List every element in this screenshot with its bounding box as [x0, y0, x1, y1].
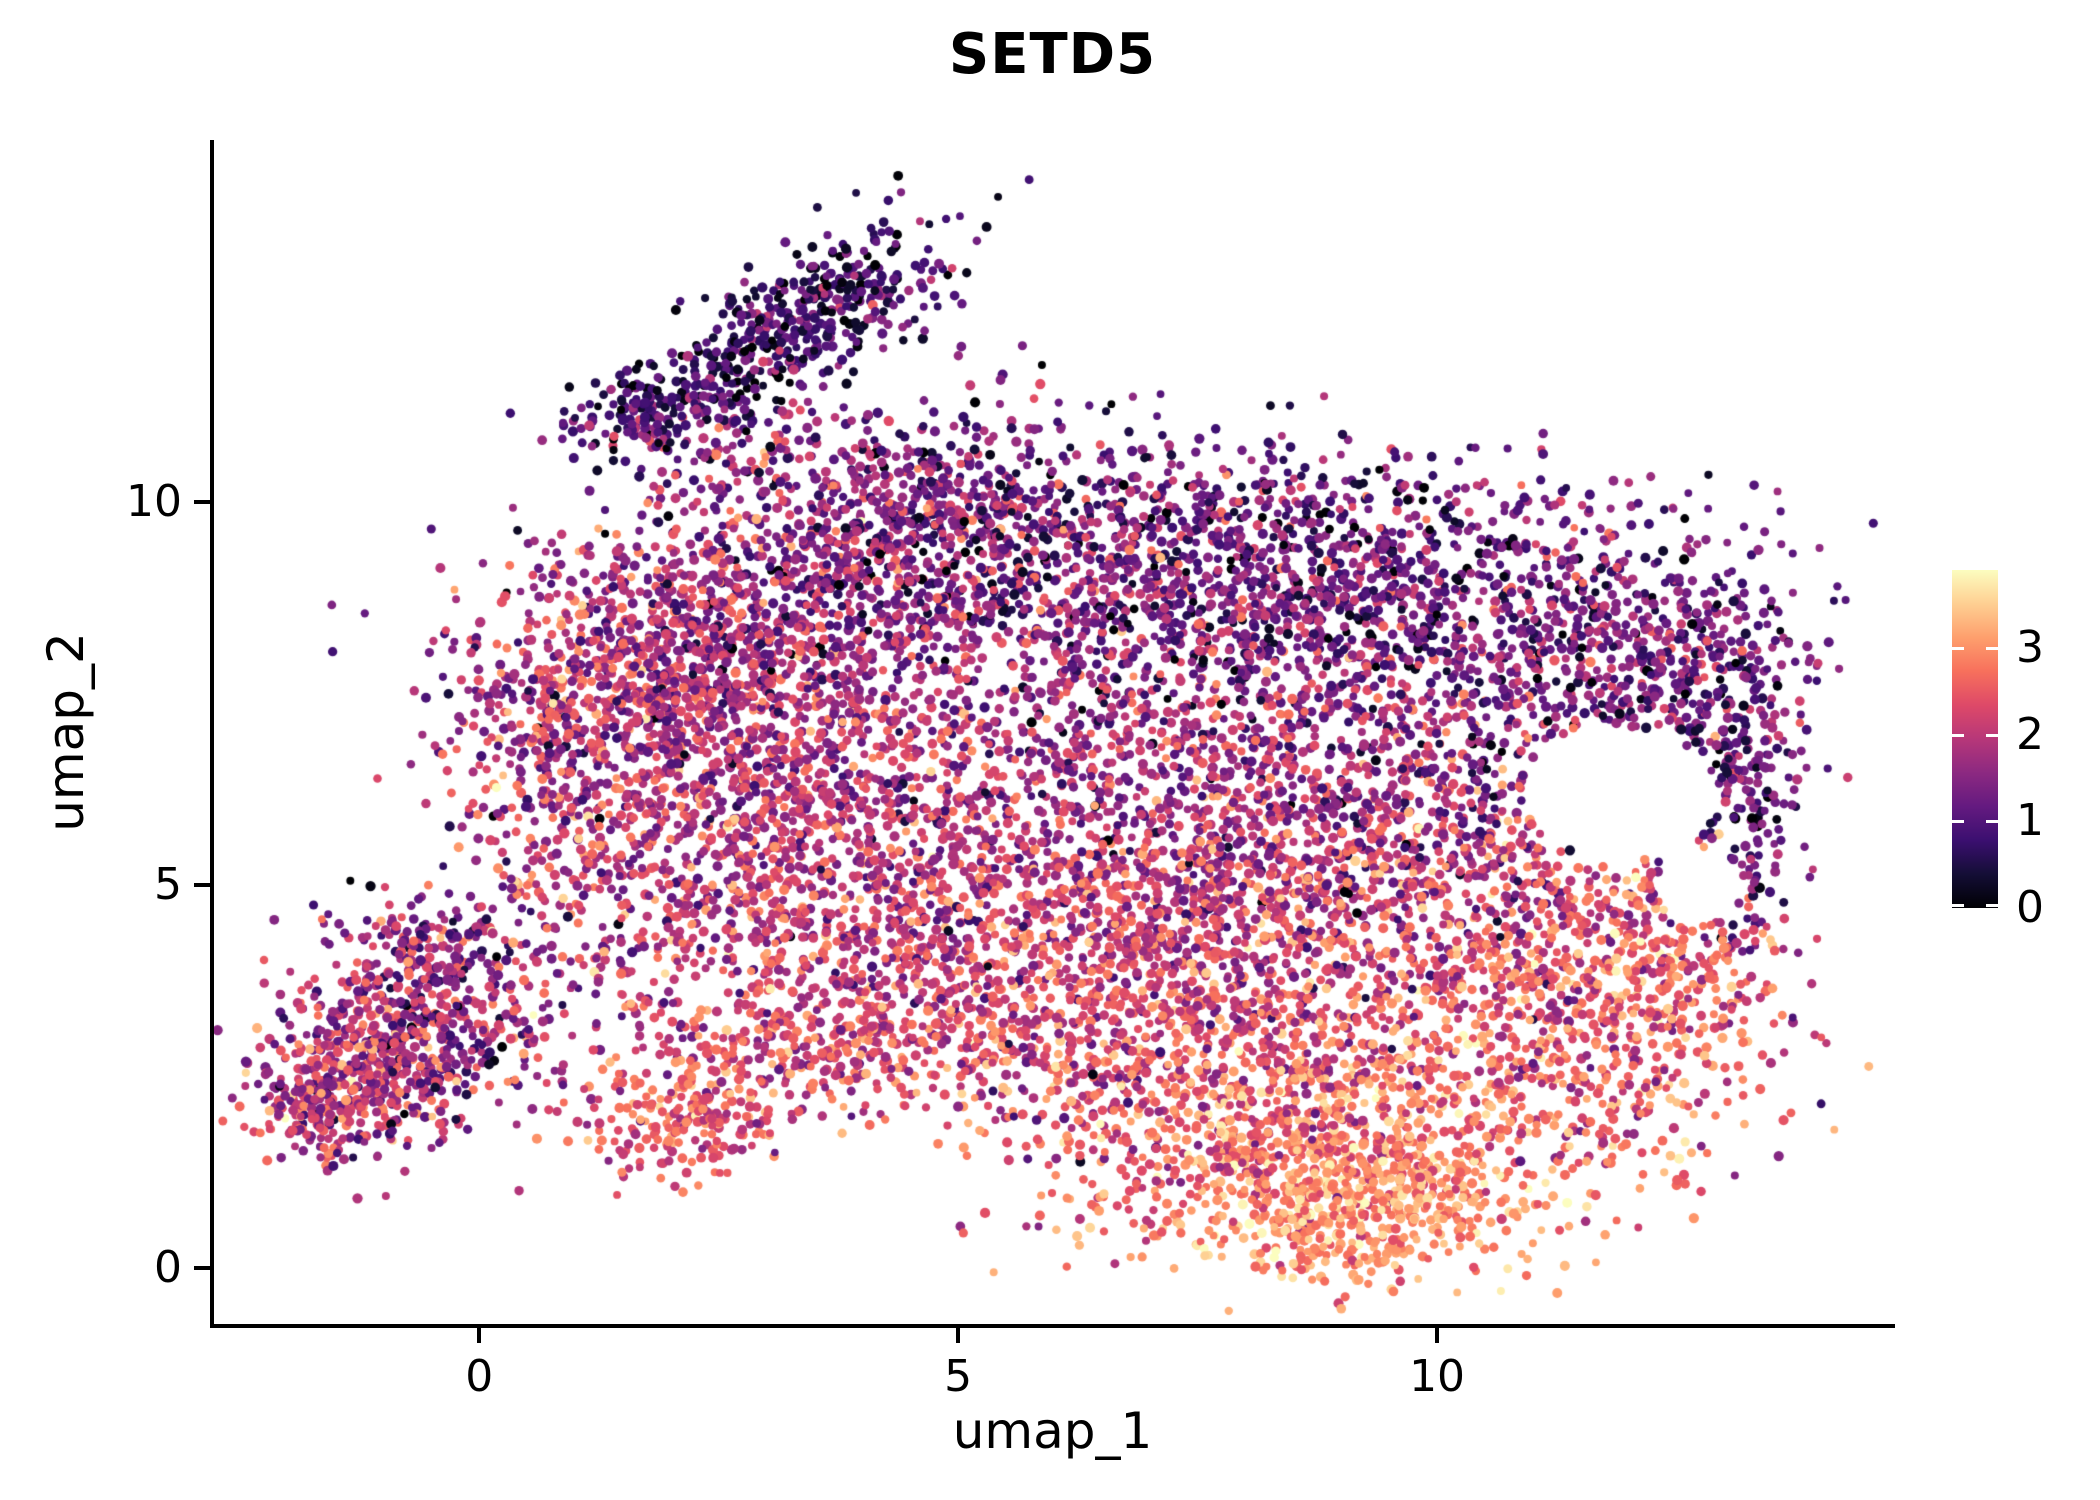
x-tick-mark: [477, 1327, 482, 1343]
colorbar-tick-mark: [1986, 820, 1998, 824]
colorbar-tick-label: 2: [2016, 708, 2044, 760]
colorbar-gradient: [1952, 570, 1998, 908]
colorbar-tick-mark: [1986, 904, 1998, 907]
x-tick-mark: [956, 1327, 961, 1343]
y-tick-label: 5: [154, 859, 182, 911]
y-axis-title: umap_2: [37, 632, 95, 832]
y-tick-label: 0: [154, 1242, 182, 1294]
y-tick-mark: [194, 500, 210, 505]
plot-title: SETD5: [948, 22, 1157, 87]
colorbar-tick-label: 3: [2016, 622, 2044, 673]
colorbar-tick-mark: [1952, 733, 1964, 737]
x-axis-title: umap_1: [952, 1402, 1153, 1460]
colorbar-tick-mark: [1986, 733, 1998, 737]
colorbar-tick-mark: [1952, 904, 1964, 907]
y-tick-mark: [194, 883, 210, 888]
colorbar-tick-label: 1: [2016, 795, 2044, 847]
x-tick-label: 0: [465, 1351, 494, 1402]
y-axis-line: [210, 140, 214, 1328]
colorbar-tick-mark: [1952, 647, 1964, 650]
x-tick-mark: [1435, 1327, 1440, 1343]
y-tick-mark: [194, 1266, 210, 1271]
colorbar-tick-mark: [1952, 820, 1964, 824]
colorbar: [1952, 570, 1998, 908]
x-tick-label: 10: [1409, 1351, 1466, 1402]
colorbar-tick-label: 0: [2016, 882, 2044, 933]
colorbar-tick-mark: [1986, 647, 1998, 650]
y-tick-label: 10: [126, 476, 182, 528]
x-axis-line: [210, 1324, 1895, 1328]
x-tick-label: 5: [944, 1351, 973, 1402]
